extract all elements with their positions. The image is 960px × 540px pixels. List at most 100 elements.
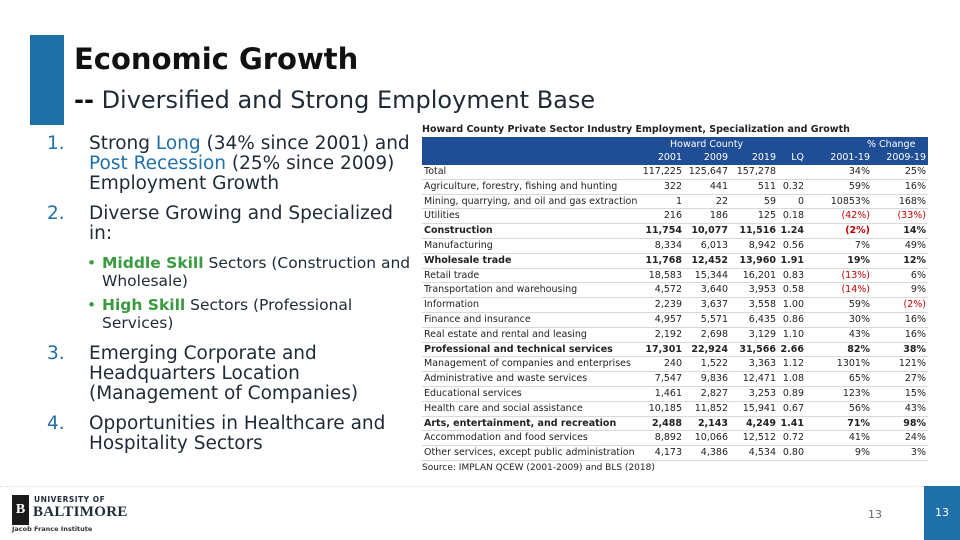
table-row: Transportation and warehousing 4,572 3,640…: [422, 283, 928, 299]
table-cell: 0.32: [782, 180, 804, 192]
row-label: Other services, except public administra…: [424, 447, 635, 459]
table-cell: 25%: [904, 166, 926, 177]
row-label: Educational services: [424, 387, 522, 399]
table-cell: 3%: [910, 447, 926, 459]
table-row: Manufacturing 8,334 6,013 8,942 0.56 7% 49%: [422, 239, 928, 254]
table-row: Professional and technical services 17,30…: [422, 343, 928, 358]
table-cell: 30%: [848, 313, 870, 325]
row-label: Professional and technical services: [424, 343, 613, 355]
row-label: Arts, entertainment, and recreation: [424, 417, 617, 429]
table-cell: 59%: [848, 180, 870, 192]
table-cell: 240: [663, 358, 682, 370]
table-cell: 59: [763, 195, 776, 207]
table-row: Educational services 1,461 2,827 3,253 0.89 1…: [422, 387, 928, 402]
table-cell: 10,185: [648, 402, 682, 414]
table-cell: 65%: [848, 373, 870, 385]
table-cell: 1: [675, 195, 682, 207]
row-label: Mining, quarrying, and oil and gas extra…: [424, 195, 638, 207]
table-cell: 9%: [910, 284, 926, 296]
table-cell: 18,583: [648, 269, 682, 281]
header-col: 2009: [703, 152, 728, 163]
table-cell: 4,173: [654, 447, 682, 459]
table-cell: 0.67: [782, 402, 804, 414]
sub-list-item: • High Skill Sectors (Professional Servic…: [87, 296, 353, 332]
table-cell: 0.86: [782, 313, 804, 325]
table-cell: 9%: [854, 447, 870, 459]
table-cell: 4,534: [748, 447, 776, 459]
table-cell: 0.80: [782, 447, 804, 459]
table-cell: 3,253: [748, 387, 776, 399]
table-cell: 1,522: [700, 358, 728, 370]
page-number: 13: [868, 508, 882, 521]
row-label: Total: [424, 166, 447, 177]
row-label: Transportation and warehousing: [424, 284, 578, 296]
row-label: Retail trade: [424, 269, 480, 281]
table-cell: 22,924: [691, 343, 728, 355]
bullet-icon: •: [87, 254, 97, 272]
table-row: Utilities 216 186 125 0.18 (42%) (33%): [422, 209, 928, 225]
header-group-change: % Change: [867, 139, 916, 150]
table-cell: 2,239: [654, 299, 682, 311]
table-cell: (42%): [841, 210, 870, 222]
highlight-middle-skill: Middle Skill: [102, 254, 204, 272]
table-cell: 11,754: [645, 225, 682, 237]
table-cell: 1.00: [782, 299, 804, 311]
subtitle-text: Diversified and Strong Employment Base: [101, 86, 596, 114]
table-cell: 168%: [898, 195, 926, 207]
table-row: Wholesale trade 11,768 12,452 13,960 1.91 19%…: [422, 254, 928, 269]
sub-list-item: • Middle Skill Sectors (Construction and …: [87, 254, 411, 290]
table-cell: 216: [663, 210, 682, 222]
slide-subtitle: -- Diversified and Strong Employment Bas…: [74, 86, 595, 114]
table-cell: 13,960: [739, 254, 776, 266]
employment-table: Howard County Private Sector Industry Em…: [422, 123, 928, 473]
header-col: 2001-19: [830, 152, 870, 163]
table-cell: 9,836: [700, 373, 728, 385]
table-cell: 12,471: [742, 373, 776, 385]
table-cell: 1.08: [782, 373, 804, 385]
row-label: Finance and insurance: [424, 313, 531, 325]
table-title: Howard County Private Sector Industry Em…: [422, 124, 850, 135]
subtitle-dash: --: [74, 86, 94, 114]
table-cell: 4,386: [700, 447, 728, 459]
table-cell: 19%: [847, 254, 870, 266]
table-row: Agriculture, forestry, fishing and hunti…: [422, 180, 928, 195]
table-row: Health care and social assistance 10,185 1…: [422, 402, 928, 417]
table-cell: 123%: [842, 387, 870, 399]
university-logo: B UNIVERSITY OF BALTIMORE Jacob France I…: [12, 493, 127, 533]
table-cell: 11,768: [645, 254, 682, 266]
table-cell: (33%): [897, 210, 926, 222]
row-label: Utilities: [424, 210, 460, 222]
table-cell: 4,249: [745, 417, 776, 429]
table-cell: 15,941: [742, 402, 776, 414]
page-number-box: 13: [924, 486, 960, 540]
table-header: Howard County % Change 2001 2009 2019 LQ…: [422, 137, 928, 165]
table-cell: 6%: [910, 269, 926, 281]
table-cell: (2%): [845, 225, 870, 237]
table-cell: 10853%: [830, 195, 870, 207]
table-cell: 12,452: [691, 254, 728, 266]
table-cell: 2.66: [780, 343, 804, 355]
table-cell: 186: [709, 210, 728, 222]
table-row: Retail trade 18,583 15,344 16,201 0.83 (13%) 6…: [422, 269, 928, 284]
table-cell: 0.56: [782, 239, 804, 251]
row-label: Health care and social assistance: [424, 402, 583, 414]
table-row: Real estate and rental and leasing 2,192 2…: [422, 328, 928, 343]
title-accent-bar: [30, 35, 64, 125]
table-cell: 34%: [848, 166, 870, 177]
table-cell: 2,827: [700, 387, 728, 399]
table-cell: 10,077: [691, 225, 728, 237]
table-cell: 16%: [904, 313, 926, 325]
table-cell: 125: [757, 210, 776, 222]
table-cell: 1.41: [780, 417, 804, 429]
row-label: Construction: [424, 225, 493, 237]
table-cell: 49%: [904, 239, 926, 251]
table-cell: 43%: [848, 328, 870, 340]
table-cell: 0.72: [782, 432, 804, 444]
table-cell: 2,192: [654, 328, 682, 340]
list-number: 4.: [47, 413, 65, 434]
footer-divider: [0, 486, 960, 487]
row-label: Accommodation and food services: [424, 432, 588, 444]
table-cell: 2,698: [700, 328, 728, 340]
table-cell: 0.58: [782, 284, 804, 296]
table-cell: 98%: [903, 417, 926, 429]
